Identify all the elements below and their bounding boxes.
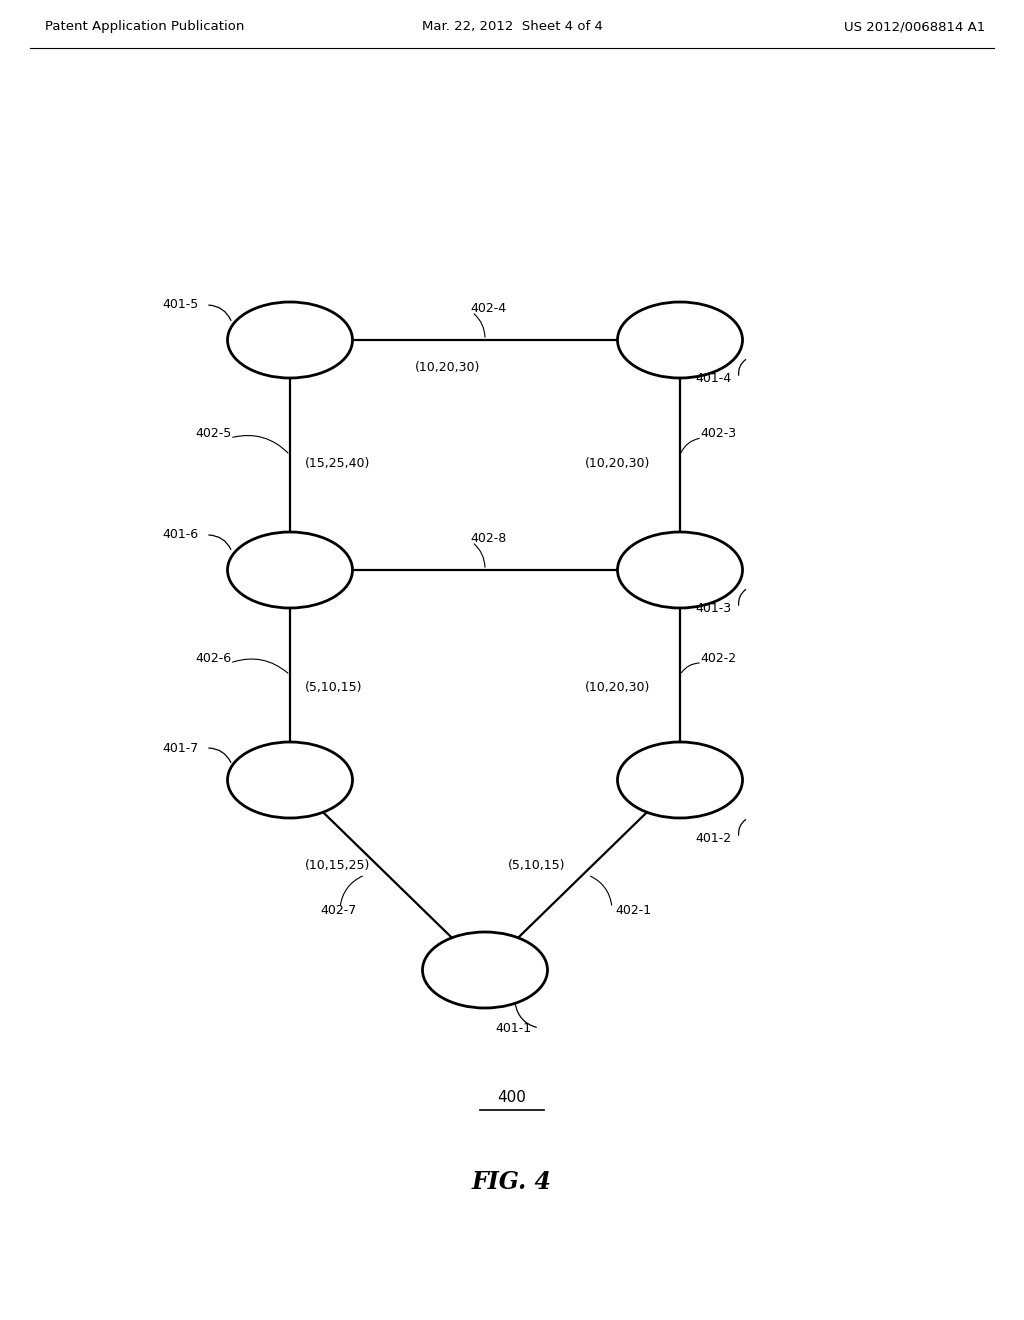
Text: 401-5: 401-5 xyxy=(162,298,199,312)
Text: 402-2: 402-2 xyxy=(700,652,736,664)
Ellipse shape xyxy=(423,932,548,1008)
Ellipse shape xyxy=(617,532,742,609)
Text: 402-8: 402-8 xyxy=(470,532,506,544)
Ellipse shape xyxy=(227,532,352,609)
Text: 402-7: 402-7 xyxy=(319,903,356,916)
Text: 402-3: 402-3 xyxy=(700,426,736,440)
Text: Mar. 22, 2012  Sheet 4 of 4: Mar. 22, 2012 Sheet 4 of 4 xyxy=(422,20,602,33)
Text: FIG. 4: FIG. 4 xyxy=(472,1170,552,1195)
Text: 401-6: 401-6 xyxy=(162,528,198,541)
Text: (10,20,30): (10,20,30) xyxy=(585,681,650,694)
Text: 402-1: 402-1 xyxy=(615,903,651,916)
Text: 401-3: 401-3 xyxy=(695,602,731,615)
Text: 402-5: 402-5 xyxy=(195,426,231,440)
Text: (5,10,15): (5,10,15) xyxy=(305,681,362,694)
Text: 400: 400 xyxy=(498,1090,526,1105)
Ellipse shape xyxy=(617,742,742,818)
Text: 401-2: 401-2 xyxy=(695,832,731,845)
Text: (10,20,30): (10,20,30) xyxy=(415,362,480,375)
Text: 401-4: 401-4 xyxy=(695,371,731,384)
Text: 401-1: 401-1 xyxy=(495,1022,531,1035)
Text: US 2012/0068814 A1: US 2012/0068814 A1 xyxy=(844,20,985,33)
Text: (5,10,15): (5,10,15) xyxy=(508,858,565,871)
Ellipse shape xyxy=(227,302,352,378)
Text: (15,25,40): (15,25,40) xyxy=(305,457,371,470)
Text: 401-7: 401-7 xyxy=(162,742,199,755)
Text: (10,15,25): (10,15,25) xyxy=(305,858,371,871)
Text: (10,20,30): (10,20,30) xyxy=(585,457,650,470)
Ellipse shape xyxy=(617,302,742,378)
Text: 402-4: 402-4 xyxy=(470,301,506,314)
Text: Patent Application Publication: Patent Application Publication xyxy=(45,20,245,33)
Text: 402-6: 402-6 xyxy=(195,652,231,664)
Ellipse shape xyxy=(227,742,352,818)
